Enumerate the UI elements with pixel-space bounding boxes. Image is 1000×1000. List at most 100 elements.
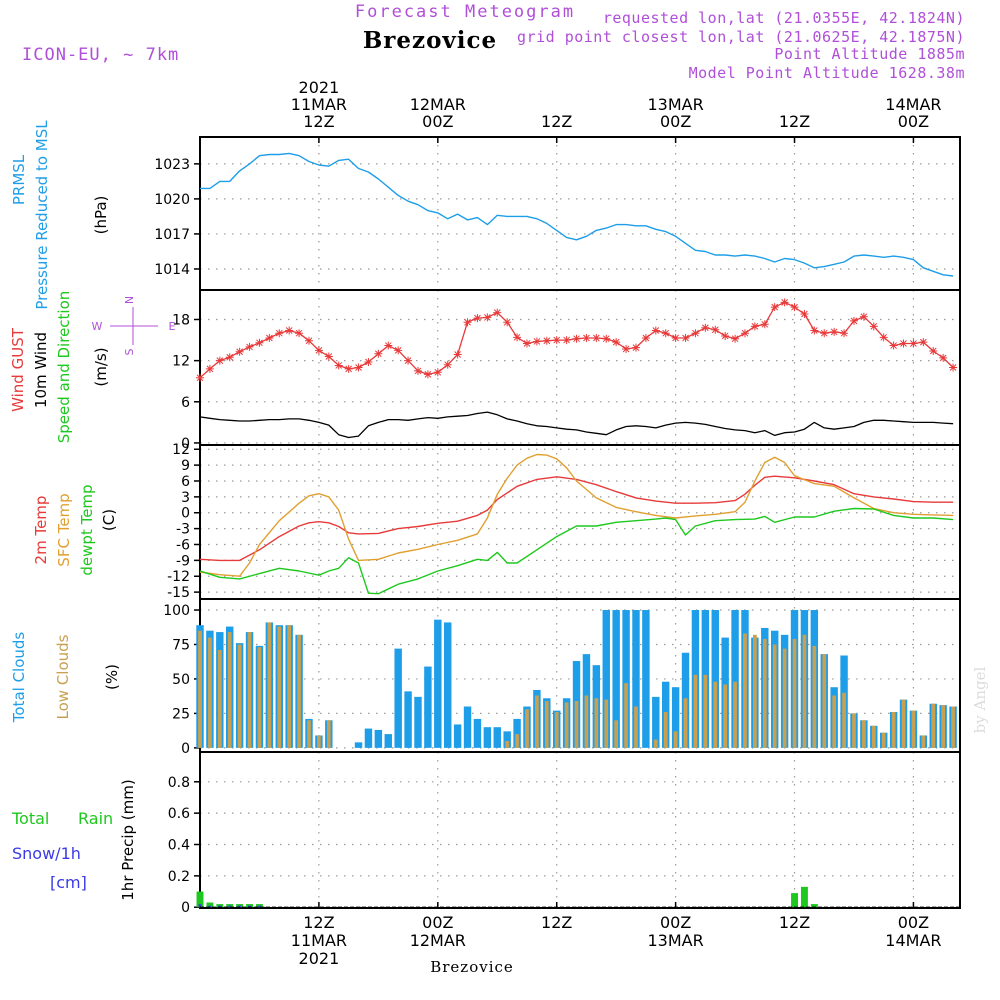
temperature-ytick-label: 9 <box>181 458 190 474</box>
cloud-total-bar <box>671 687 680 748</box>
cloud-low-bar <box>614 720 619 748</box>
precip-panel-frame <box>199 751 961 909</box>
wind-gust-marker <box>820 329 829 338</box>
wind-gust-marker <box>394 346 403 355</box>
clouds-unit: (%) <box>103 664 121 690</box>
wind-gust-marker <box>810 326 819 335</box>
cloud-low-bar <box>862 720 866 748</box>
cloud-low-bar <box>951 706 955 748</box>
wind-ytick-label: 12 <box>172 354 190 370</box>
wind-gust-marker <box>374 349 383 358</box>
grid-point-coords: grid point closest lon,lat (21.0625E, 42… <box>517 28 965 46</box>
pressure-ytick-label: 1023 <box>154 157 190 173</box>
wind-gust-marker <box>245 342 254 351</box>
temperature-ytick-label: 12 <box>172 442 190 458</box>
clouds-ytick-label: 100 <box>163 603 190 619</box>
model-name: ICON-EU, ~ 7km <box>22 45 179 65</box>
wind-gust-marker <box>205 364 214 373</box>
cloud-low-bar <box>743 633 747 748</box>
cloud-low-bar <box>564 702 569 748</box>
wind-gust-marker <box>433 368 442 377</box>
bottom-time-label: 2021 <box>299 949 340 968</box>
bottom-time-label: 11MAR <box>291 931 347 950</box>
cloud-low-bar <box>267 622 272 748</box>
wind-gust-marker <box>285 326 294 335</box>
precip-ytick-label: 0 <box>181 900 190 916</box>
temperature-ytick-label: -3 <box>176 522 190 538</box>
cloud-low-bar <box>525 709 529 748</box>
clouds-ytick-label: 50 <box>172 672 190 688</box>
top-time-label: 12MAR <box>410 95 466 114</box>
wind-ytick-label: 18 <box>172 312 190 328</box>
wind-gust-marker <box>235 347 244 356</box>
bottom-time-label: 12Z <box>303 913 334 932</box>
precip-snow-bar <box>218 905 222 908</box>
top-time-label: 00Z <box>660 112 691 131</box>
cloud-low-bar <box>505 740 510 748</box>
wind-gust-marker <box>602 334 611 343</box>
cloud-low-bar <box>901 699 906 748</box>
wind-gust-marker <box>542 336 551 345</box>
cloud-low-bar <box>317 735 321 748</box>
cloud-low-bar <box>604 699 609 748</box>
cloud-low-bar <box>257 647 262 748</box>
wind-gust-marker <box>404 356 413 365</box>
cloud-total-bar <box>404 691 412 748</box>
cloud-total-bar <box>434 619 442 748</box>
cloud-total-bar <box>424 666 432 748</box>
wind-gust-marker <box>582 334 591 343</box>
wind-gust-marker <box>701 323 710 332</box>
compass-south: S <box>123 348 136 355</box>
wind-gust-marker <box>503 318 512 327</box>
precip-ytick-label: 0.4 <box>168 838 190 854</box>
wind-gust-marker <box>324 352 333 361</box>
temp-series-dewpt <box>199 507 954 595</box>
top-time-label: 11MAR <box>291 95 347 114</box>
compass-north: N <box>123 296 136 304</box>
cloud-low-bar <box>544 701 549 748</box>
bottom-time-label: 00Z <box>898 913 929 932</box>
wind-gust-marker <box>869 322 878 331</box>
wind-gust-marker <box>215 356 224 365</box>
cloud-low-bar <box>287 625 292 748</box>
wind-gust-marker <box>750 322 759 331</box>
wind-gust-marker <box>522 339 531 348</box>
wind-gust-marker <box>384 341 393 350</box>
clouds-ytick-label: 0 <box>181 741 190 757</box>
wind-gust-marker <box>641 334 650 343</box>
precip-total-label: Total <box>11 809 49 828</box>
bottom-time-label: 13MAR <box>648 931 704 950</box>
cloud-low-bar <box>535 695 539 748</box>
cloud-low-bar <box>693 674 698 748</box>
wind-gust-marker <box>840 329 849 338</box>
wind-gust-marker <box>929 347 938 356</box>
cloud-low-bar <box>713 681 718 748</box>
wind-gust-marker <box>681 334 690 343</box>
top-time-label: 13MAR <box>648 95 704 114</box>
wind-gust-marker <box>473 314 482 323</box>
cloud-low-bar <box>515 734 519 748</box>
chart-title: Forecast Meteogram <box>355 2 575 22</box>
cloud-total-bar <box>731 610 739 748</box>
cloud-low-bar <box>832 695 837 748</box>
temperature-ytick-label: -6 <box>176 537 190 553</box>
temperature-ytick-label: 3 <box>181 490 190 506</box>
temp-2m-label: 2m Temp <box>32 496 50 565</box>
requested-coords: requested lon,lat (21.0355E, 42.1824N) <box>603 9 965 27</box>
wind-gust-marker <box>919 338 928 347</box>
cloud-total-bar <box>414 696 422 748</box>
cloud-low-bar <box>772 644 777 748</box>
wind-gust-marker <box>949 363 958 372</box>
cloud-total-bar <box>394 648 402 748</box>
top-time-label: 2021 <box>299 78 340 97</box>
cloud-low-bar <box>703 674 708 748</box>
bottom-time-label: 12Z <box>779 913 810 932</box>
cloud-low-bar <box>762 638 767 748</box>
bottom-time-label: 14MAR <box>885 931 941 950</box>
wind-gust-marker <box>711 325 720 334</box>
top-time-label: 12Z <box>541 112 572 131</box>
wind-gust-marker <box>631 343 640 352</box>
wind-gust-marker <box>661 329 670 338</box>
cloud-low-bar <box>277 626 282 748</box>
cloud-low-bar <box>673 731 678 748</box>
